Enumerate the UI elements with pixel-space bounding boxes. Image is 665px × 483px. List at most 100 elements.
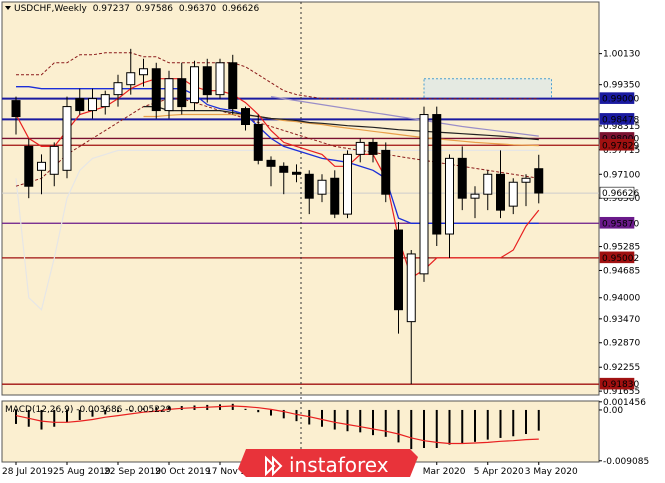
candle[interactable] (355, 138, 365, 163)
dotted-cloud-layer (423, 78, 552, 100)
candle[interactable] (381, 142, 391, 203)
candle[interactable] (126, 48, 136, 95)
price-tick-label: 0.92255 (603, 363, 640, 373)
candle-body (100, 94, 110, 108)
candle[interactable] (88, 88, 97, 119)
time-tick-label: 17 Nov 2019 (206, 467, 264, 477)
candle[interactable] (457, 146, 467, 211)
candle[interactable] (202, 58, 212, 103)
candle[interactable] (241, 106, 250, 131)
price-tick-label: 0.97100 (603, 170, 640, 180)
candle[interactable] (24, 138, 34, 199)
candle-body (343, 153, 352, 215)
candle-body (496, 173, 505, 211)
candle[interactable] (37, 154, 46, 195)
candle[interactable] (253, 114, 263, 165)
price-tick-label: 0.94685 (603, 266, 640, 276)
candle-body (521, 177, 531, 183)
level-label-box-0.98478 (599, 113, 635, 125)
candle[interactable] (445, 154, 454, 258)
price-tick-label: 0.95285 (603, 243, 640, 253)
candle[interactable] (139, 58, 148, 87)
lavender-line (270, 96, 539, 137)
candle-body (445, 157, 454, 235)
candle[interactable] (534, 154, 544, 204)
candle-body (62, 106, 72, 171)
candle-body (317, 179, 327, 195)
price-tick-label: 0.93470 (603, 315, 640, 325)
candle[interactable] (62, 96, 72, 179)
chart-header-triangle-icon (5, 6, 11, 10)
chart-header: USDCHF,Weekly 0.97237 0.97586 0.96370 0.… (5, 4, 259, 14)
candle[interactable] (190, 60, 199, 111)
candle-body (151, 68, 161, 112)
candle-body (266, 159, 276, 167)
candle[interactable] (470, 186, 480, 219)
candle-body (470, 193, 480, 199)
candle-body (304, 173, 314, 199)
candle[interactable] (151, 62, 161, 119)
candle[interactable] (496, 150, 505, 219)
candle-body (292, 171, 301, 175)
level-label-0.95002: 0.95002 (602, 254, 639, 264)
candle[interactable] (508, 178, 518, 215)
price-tick-label: 0.96500 (603, 194, 640, 204)
indicator-lines-layer (15, 52, 540, 311)
level-label-box-0.96626 (599, 186, 635, 199)
candle-body (355, 141, 365, 155)
dashed-channel-upper (16, 52, 539, 100)
candle-body (24, 145, 34, 187)
time-tick-label: 20 Oct 2019 (155, 467, 211, 477)
level-label-0.98478: 0.98478 (602, 115, 639, 125)
red-line (15, 78, 540, 279)
candle[interactable] (394, 222, 403, 334)
price-tick-label: 0.91655 (603, 387, 640, 397)
candle-body (139, 68, 148, 76)
candle[interactable] (330, 170, 340, 219)
black-line (143, 106, 539, 141)
level-label-box-0.97829 (599, 138, 635, 151)
time-tick-label: 25 Aug 2019 (53, 467, 111, 477)
level-label-box-0.95002 (599, 251, 635, 264)
candle[interactable] (164, 70, 174, 119)
candle-body (394, 229, 403, 311)
candle-body (126, 72, 136, 86)
candle[interactable] (11, 96, 21, 135)
candle[interactable] (100, 90, 110, 115)
candle[interactable] (317, 174, 327, 203)
candle[interactable] (406, 249, 416, 385)
candle[interactable] (483, 170, 493, 211)
candle[interactable] (75, 88, 85, 115)
candle[interactable] (49, 142, 59, 187)
level-labels: 0.990000.984780.980000.978290.958700.950… (599, 92, 639, 390)
candle[interactable] (521, 174, 531, 207)
candle[interactable] (279, 162, 289, 195)
candle[interactable] (304, 170, 314, 215)
candle[interactable] (177, 62, 187, 115)
candle-body (508, 181, 518, 207)
macd-tick-label: 0.001456 (603, 398, 646, 408)
macd-layer (15, 403, 540, 450)
dotted-cloud (423, 78, 552, 100)
candle-body (279, 165, 289, 173)
candle[interactable] (292, 164, 301, 183)
candle[interactable] (368, 138, 378, 163)
candle[interactable] (343, 150, 352, 219)
candle-body (534, 168, 544, 194)
level-label-0.91830: 0.91830 (602, 380, 639, 390)
time-tick-label: Mar 2020 (423, 467, 466, 477)
macd-tick-label: 0.00 (603, 406, 623, 416)
price-tick-label: 1.00130 (603, 50, 640, 60)
candle-body (37, 161, 46, 171)
candle[interactable] (266, 156, 276, 187)
candle-body (419, 114, 429, 275)
candle[interactable] (215, 58, 225, 99)
candle[interactable] (113, 74, 123, 107)
candle[interactable] (432, 106, 442, 246)
time-tick-label: 3 May 2020 (525, 467, 578, 477)
candles-layer (11, 48, 544, 385)
orange-line (143, 113, 539, 147)
candle[interactable] (419, 106, 429, 282)
candle[interactable] (228, 54, 238, 115)
